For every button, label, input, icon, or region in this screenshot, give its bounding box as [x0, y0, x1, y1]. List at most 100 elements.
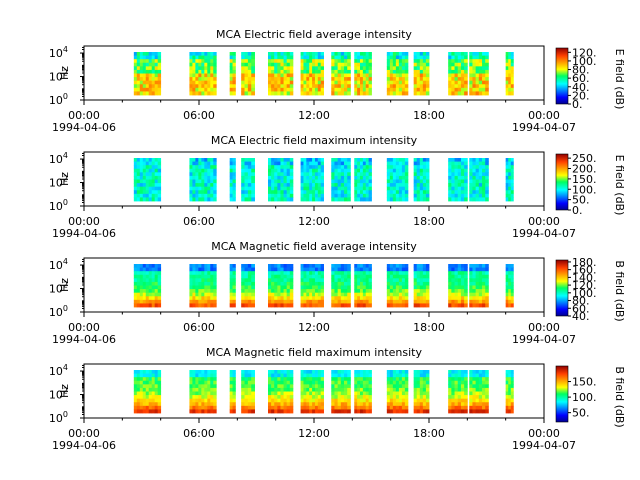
heatmap-cell — [485, 384, 489, 389]
heatmap-cell — [404, 303, 409, 308]
heatmap-cell — [306, 59, 310, 64]
heatmap-cell — [213, 175, 217, 180]
heatmap-cell — [460, 405, 465, 410]
heatmap-cell — [320, 370, 324, 374]
heatmap-cell — [139, 80, 144, 85]
heatmap-cell — [395, 271, 400, 276]
heatmap-cell — [247, 402, 252, 407]
heatmap-cell — [347, 292, 351, 297]
heatmap-cell — [303, 292, 307, 297]
heatmap-cell — [386, 296, 391, 301]
heatmap-cell — [425, 193, 430, 198]
heatmap-cell — [451, 84, 455, 89]
heatmap-cell — [306, 402, 310, 407]
heatmap-cell — [344, 373, 348, 378]
heatmap-cell — [251, 267, 255, 272]
heatmap-cell — [505, 402, 509, 407]
heatmap-cell — [464, 55, 468, 60]
heatmap-cell — [344, 172, 348, 177]
heatmap-cell — [139, 289, 144, 294]
heatmap-cell — [277, 281, 281, 286]
y-tick-label: 104 — [49, 45, 68, 60]
heatmap-cell — [448, 77, 452, 82]
heatmap-cell — [448, 197, 452, 202]
heatmap-cell — [331, 161, 335, 166]
heatmap-cell — [157, 66, 162, 71]
heatmap-cell — [286, 274, 291, 279]
heatmap-cell — [133, 175, 138, 180]
heatmap-cell — [286, 271, 291, 276]
heatmap-cell — [251, 168, 255, 173]
heatmap-cell — [229, 168, 233, 173]
heatmap-cell — [157, 186, 162, 191]
heatmap-cell — [395, 172, 400, 177]
heatmap-cell — [485, 197, 489, 202]
heatmap-cell — [280, 377, 284, 382]
heatmap-cell — [398, 80, 403, 85]
heatmap-cell — [283, 168, 288, 173]
heatmap-cell — [416, 296, 421, 301]
heatmap-cell — [331, 84, 335, 89]
heatmap-cell — [425, 183, 430, 188]
heatmap — [133, 158, 514, 202]
heatmap-cell — [395, 91, 400, 96]
heatmap-cell — [454, 197, 459, 202]
colorbar-label: B field (dB) — [613, 260, 626, 321]
heatmap-cell — [510, 168, 514, 173]
heatmap-cell — [157, 285, 162, 290]
x-tick-label: 00:00 — [68, 321, 100, 334]
heatmap-cell — [392, 69, 397, 74]
heatmap-cell — [482, 69, 486, 74]
heatmap-cell — [395, 409, 400, 414]
heatmap-cell — [398, 77, 403, 82]
heatmap-cell — [303, 77, 307, 82]
heatmap-cell — [232, 165, 236, 170]
heatmap-cell — [451, 175, 455, 180]
heatmap-cell — [360, 87, 364, 92]
heatmap-cell — [195, 391, 199, 396]
heatmap-cell — [398, 409, 403, 414]
heatmap-cell — [201, 69, 205, 74]
heatmap-cell — [148, 398, 153, 403]
heatmap-cell — [340, 87, 345, 92]
heatmap-cell — [448, 281, 452, 286]
heatmap-cell — [475, 197, 480, 202]
heatmap-cell — [136, 267, 141, 272]
heatmap-cell — [331, 292, 335, 297]
heatmap-cell — [389, 278, 394, 283]
heatmap-cell — [204, 175, 208, 180]
heatmap-cell — [309, 398, 313, 403]
heatmap-cell — [508, 402, 512, 407]
heatmap-cell — [419, 405, 424, 410]
heatmap-cell — [289, 303, 294, 308]
heatmap-cell — [207, 402, 211, 407]
heatmap-cell — [508, 391, 512, 396]
heatmap-cell — [472, 84, 477, 89]
heatmap-cell — [300, 289, 304, 294]
heatmap-cell — [244, 186, 249, 191]
heatmap-cell — [331, 80, 335, 85]
heatmap-cell — [289, 264, 294, 268]
heatmap-cell — [148, 161, 153, 166]
heatmap-cell — [241, 172, 245, 177]
heatmap-cell — [334, 292, 339, 297]
heatmap-cell — [454, 186, 459, 191]
heatmap-cell — [139, 387, 144, 392]
heatmap-cell — [244, 87, 249, 92]
heatmap-cell — [145, 285, 150, 290]
heatmap-cell — [198, 267, 202, 272]
heatmap-cell — [201, 84, 205, 89]
heatmap-cell — [401, 59, 406, 64]
heatmap-cell — [416, 62, 421, 67]
heatmap-cell — [472, 370, 477, 374]
heatmap-cell — [475, 55, 480, 60]
heatmap-cell — [154, 299, 159, 304]
heatmap-cell — [340, 69, 345, 74]
heatmap-cell — [464, 264, 468, 268]
heatmap-cell — [389, 264, 394, 268]
heatmap-cell — [277, 190, 281, 195]
heatmap-cell — [271, 193, 275, 198]
heatmap-cell — [283, 66, 288, 71]
heatmap-cell — [300, 59, 304, 64]
heatmap-cell — [448, 165, 452, 170]
